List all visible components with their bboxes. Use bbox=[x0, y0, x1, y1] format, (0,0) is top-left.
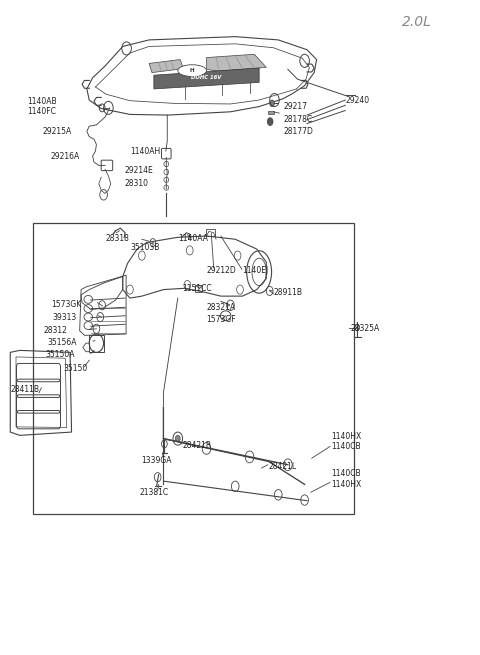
Text: 28177D: 28177D bbox=[283, 127, 313, 136]
Text: 1140EJ: 1140EJ bbox=[242, 266, 269, 275]
Text: 29215A: 29215A bbox=[43, 127, 72, 136]
Text: 29217: 29217 bbox=[283, 102, 307, 111]
Text: H: H bbox=[190, 68, 194, 73]
Text: 1140HX
1140CB: 1140HX 1140CB bbox=[331, 432, 361, 451]
Text: 1140AA: 1140AA bbox=[178, 234, 208, 243]
Bar bbox=[206, 229, 215, 236]
Text: 28318: 28318 bbox=[106, 234, 130, 243]
Text: 28911B: 28911B bbox=[274, 288, 302, 297]
Text: 1140AB
1140FC: 1140AB 1140FC bbox=[27, 97, 57, 117]
Text: 35156A: 35156A bbox=[48, 338, 77, 347]
Circle shape bbox=[270, 100, 275, 107]
Text: 29212D: 29212D bbox=[206, 266, 236, 275]
Bar bbox=[268, 111, 274, 115]
Text: 1339GA: 1339GA bbox=[141, 457, 171, 465]
Text: 29240: 29240 bbox=[345, 96, 370, 105]
Text: 1151CC: 1151CC bbox=[182, 284, 212, 293]
Text: 28310: 28310 bbox=[124, 179, 148, 188]
Ellipse shape bbox=[178, 65, 206, 77]
Text: 2.0L: 2.0L bbox=[402, 14, 432, 29]
Text: 28411B: 28411B bbox=[10, 385, 39, 394]
Text: 21381C: 21381C bbox=[140, 488, 168, 496]
Text: 35103B: 35103B bbox=[130, 243, 159, 252]
Text: 39313: 39313 bbox=[52, 313, 77, 322]
Polygon shape bbox=[206, 54, 266, 71]
Text: 1573GF: 1573GF bbox=[206, 315, 236, 324]
Text: 35150: 35150 bbox=[63, 364, 87, 373]
Text: 28178C: 28178C bbox=[283, 115, 312, 124]
Circle shape bbox=[267, 118, 273, 126]
Polygon shape bbox=[149, 60, 183, 73]
Text: 28421L: 28421L bbox=[269, 462, 297, 471]
Bar bbox=[89, 335, 104, 352]
Bar bbox=[194, 285, 202, 291]
Text: 29216A: 29216A bbox=[51, 152, 80, 160]
Bar bbox=[33, 223, 354, 514]
Text: DOHC 16V: DOHC 16V bbox=[192, 75, 222, 81]
Circle shape bbox=[175, 436, 180, 442]
Text: 35150A: 35150A bbox=[45, 350, 75, 360]
Text: 1573GK: 1573GK bbox=[51, 300, 81, 309]
Polygon shape bbox=[154, 68, 259, 89]
Text: 28421R: 28421R bbox=[182, 441, 212, 449]
Text: 29214E: 29214E bbox=[124, 166, 153, 175]
Text: 28321A: 28321A bbox=[206, 303, 236, 312]
Text: 1140CB
1140HX: 1140CB 1140HX bbox=[331, 470, 361, 489]
Text: 1140AH: 1140AH bbox=[130, 147, 160, 155]
Text: 28312: 28312 bbox=[44, 326, 68, 335]
Text: 28325A: 28325A bbox=[350, 324, 379, 333]
